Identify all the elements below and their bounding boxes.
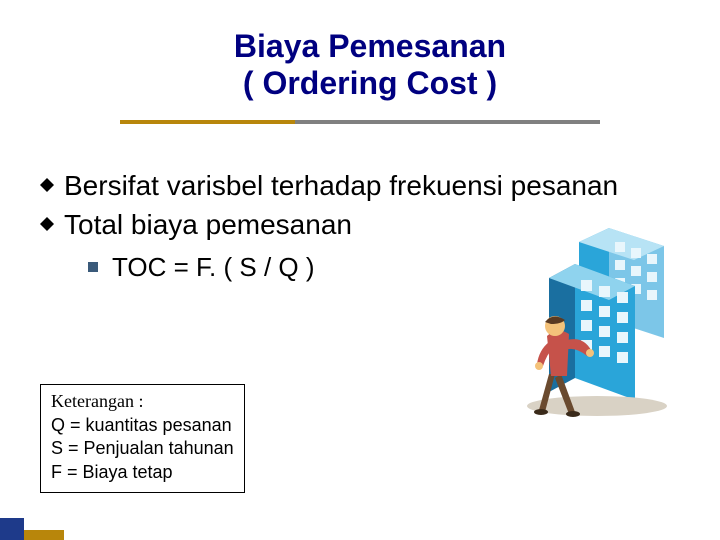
legend-line: Q = kuantitas pesanan	[51, 414, 234, 437]
legend-line: F = Biaya tetap	[51, 461, 234, 484]
bullet-text: Bersifat varisbel terhadap frekuensi pes…	[64, 168, 680, 203]
diamond-bullet-icon	[40, 178, 54, 192]
corner-accent	[0, 518, 64, 540]
legend-box: Keterangan : Q = kuantitas pesanan S = P…	[40, 384, 245, 493]
legend-line: S = Penjualan tahunan	[51, 437, 234, 460]
diamond-bullet-icon	[40, 217, 54, 231]
slide-title: Biaya Pemesanan ( Ordering Cost )	[170, 28, 570, 102]
title-line-1: Biaya Pemesanan	[170, 28, 570, 65]
bullet-item: Bersifat varisbel terhadap frekuensi pes…	[40, 168, 680, 203]
title-line-2: ( Ordering Cost )	[170, 65, 570, 102]
sub-bullet-text: TOC = F. ( S / Q )	[112, 252, 315, 283]
buildings-person-clipart	[517, 220, 702, 420]
title-underline	[120, 120, 600, 124]
legend-title: Keterangan :	[51, 391, 234, 412]
square-bullet-icon	[88, 262, 98, 272]
